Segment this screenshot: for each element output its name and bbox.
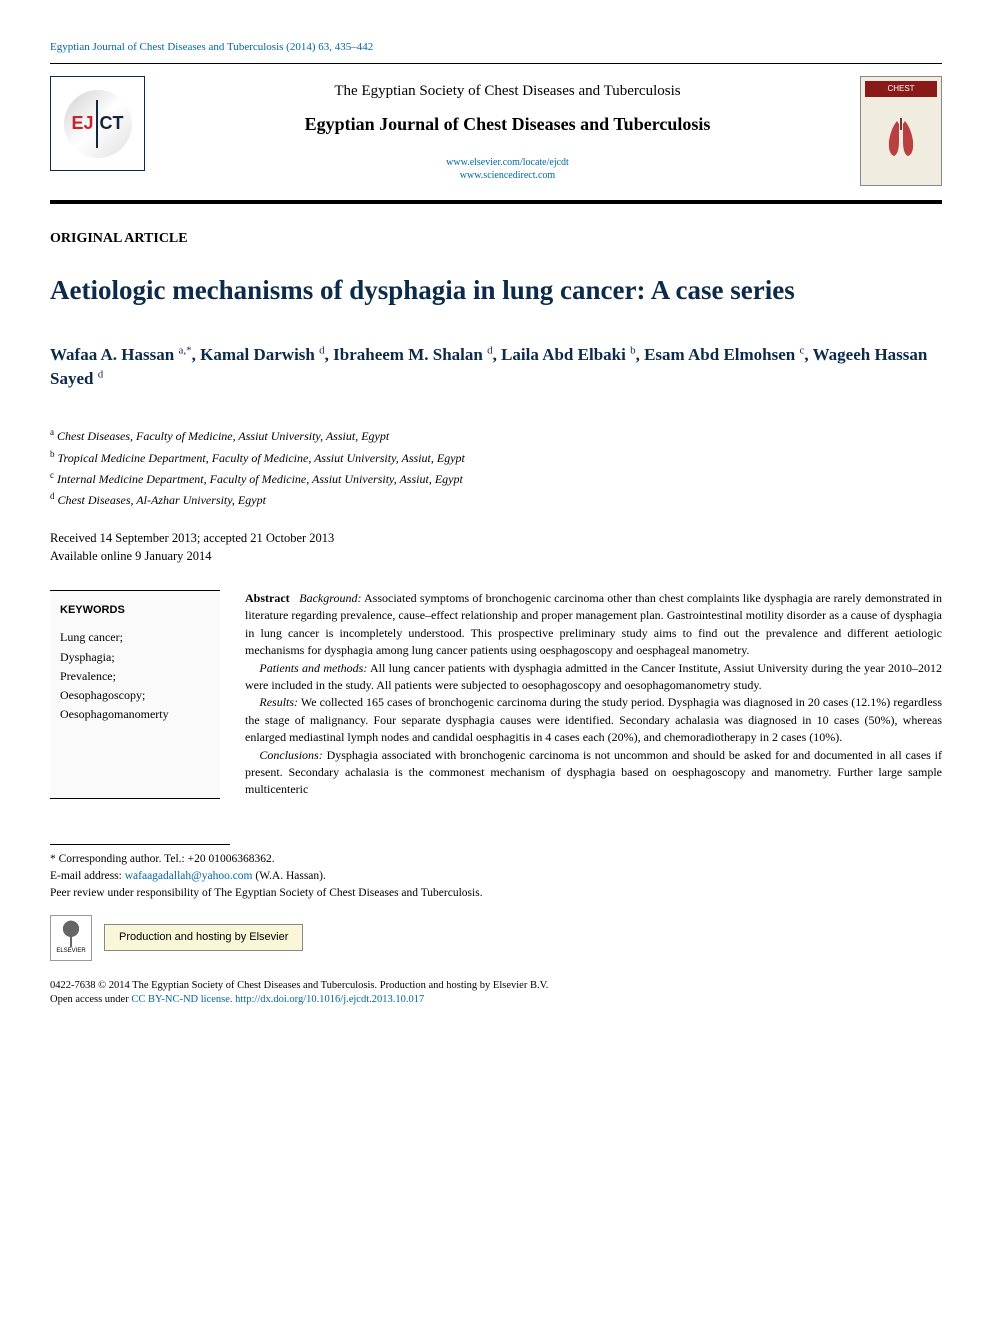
header-center: The Egyptian Society of Chest Diseases a… bbox=[155, 76, 860, 181]
citation-header: Egyptian Journal of Chest Diseases and T… bbox=[50, 40, 942, 55]
corresponding-email-line: E-mail address: wafaagadallah@yahoo.com … bbox=[50, 868, 942, 885]
article-dates: Received 14 September 2013; accepted 21 … bbox=[50, 530, 942, 565]
abstract-background: Abstract Background: Associated symptoms… bbox=[245, 590, 942, 660]
logo-separator bbox=[96, 100, 98, 148]
cover-title: CHEST bbox=[865, 81, 937, 96]
keyword-item: Oesophagomanomerty bbox=[60, 705, 212, 724]
conclusions-text: Dysphagia associated with bronchogenic c… bbox=[245, 748, 942, 797]
footer-rule bbox=[50, 844, 230, 845]
article-title: Aetiologic mechanisms of dysphagia in lu… bbox=[50, 274, 942, 308]
society-name: The Egyptian Society of Chest Diseases a… bbox=[155, 81, 860, 102]
background-label: Background: bbox=[299, 591, 361, 605]
link-locate[interactable]: www.elsevier.com/locate/ejcdt bbox=[155, 156, 860, 169]
elsevier-text: ELSEVIER bbox=[56, 947, 85, 955]
email-link[interactable]: wafaagadallah@yahoo.com bbox=[125, 870, 253, 882]
keyword-item: Lung cancer; bbox=[60, 628, 212, 647]
copyright-text: 0422-7638 © 2014 The Egyptian Society of… bbox=[50, 979, 942, 994]
received-accepted: Received 14 September 2013; accepted 21 … bbox=[50, 530, 942, 548]
journal-title: Egyptian Journal of Chest Diseases and T… bbox=[155, 112, 860, 137]
elsevier-logo: ELSEVIER bbox=[50, 915, 92, 961]
logo-circle: EJ CT bbox=[64, 90, 132, 158]
abstract-results: Results: We collected 165 cases of bronc… bbox=[245, 694, 942, 746]
keywords-list: Lung cancer;Dysphagia;Prevalence;Oesopha… bbox=[60, 628, 212, 724]
doi-link[interactable]: http://dx.doi.org/10.1016/j.ejcdt.2013.1… bbox=[235, 994, 424, 1005]
journal-header: EJ CT The Egyptian Society of Chest Dise… bbox=[50, 66, 942, 196]
thick-rule bbox=[50, 200, 942, 204]
abstract-content: Abstract Background: Associated symptoms… bbox=[245, 590, 942, 799]
copyright: 0422-7638 © 2014 The Egyptian Society of… bbox=[50, 979, 942, 1008]
keyword-item: Prevalence; bbox=[60, 667, 212, 686]
affiliation-item: c Internal Medicine Department, Faculty … bbox=[50, 468, 942, 489]
keywords-box: KEYWORDS Lung cancer;Dysphagia;Prevalenc… bbox=[50, 590, 220, 799]
hosting-box: ELSEVIER Production and hosting by Elsev… bbox=[50, 915, 942, 961]
affiliations: a Chest Diseases, Faculty of Medicine, A… bbox=[50, 425, 942, 510]
keywords-title: KEYWORDS bbox=[60, 603, 212, 618]
journal-logo: EJ CT bbox=[50, 76, 145, 171]
results-text: We collected 165 cases of bronchogenic c… bbox=[245, 695, 942, 744]
keyword-item: Oesophagoscopy; bbox=[60, 686, 212, 705]
article-type: ORIGINAL ARTICLE bbox=[50, 229, 942, 249]
affiliation-item: a Chest Diseases, Faculty of Medicine, A… bbox=[50, 425, 942, 446]
corresponding-author: * Corresponding author. Tel.: +20 010063… bbox=[50, 851, 942, 903]
conclusions-label: Conclusions: bbox=[259, 748, 322, 762]
authors: Wafaa A. Hassan a,*, Kamal Darwish d, Ib… bbox=[50, 343, 942, 391]
open-access-line: Open access under CC BY-NC-ND license. h… bbox=[50, 993, 942, 1008]
link-sciencedirect[interactable]: www.sciencedirect.com bbox=[155, 169, 860, 182]
cover-image bbox=[881, 97, 921, 182]
email-suffix: (W.A. Hassan). bbox=[253, 870, 326, 882]
corresponding-tel: * Corresponding author. Tel.: +20 010063… bbox=[50, 851, 942, 868]
elsevier-tree-icon bbox=[57, 919, 85, 947]
header-links: www.elsevier.com/locate/ejcdt www.scienc… bbox=[155, 156, 860, 182]
keyword-item: Dysphagia; bbox=[60, 648, 212, 667]
patients-label: Patients and methods: bbox=[259, 661, 367, 675]
abstract-conclusions: Conclusions: Dysphagia associated with b… bbox=[245, 747, 942, 799]
available-online: Available online 9 January 2014 bbox=[50, 548, 942, 566]
affiliation-item: d Chest Diseases, Al-Azhar University, E… bbox=[50, 489, 942, 510]
email-label: E-mail address: bbox=[50, 870, 125, 882]
open-access-pre: Open access under bbox=[50, 994, 131, 1005]
results-label: Results: bbox=[259, 695, 298, 709]
abstract-patients: Patients and methods: All lung cancer pa… bbox=[245, 660, 942, 695]
journal-cover: CHEST bbox=[860, 76, 942, 186]
abstract-block: KEYWORDS Lung cancer;Dysphagia;Prevalenc… bbox=[50, 590, 942, 799]
affiliation-item: b Tropical Medicine Department, Faculty … bbox=[50, 447, 942, 468]
peer-review: Peer review under responsibility of The … bbox=[50, 885, 942, 902]
top-rule bbox=[50, 63, 942, 64]
hosting-text: Production and hosting by Elsevier bbox=[104, 924, 303, 951]
license-link[interactable]: CC BY-NC-ND license. bbox=[131, 994, 232, 1005]
abstract-label: Abstract bbox=[245, 591, 290, 605]
logo-ct: CT bbox=[100, 111, 124, 136]
logo-ej: EJ bbox=[71, 111, 93, 136]
lungs-icon bbox=[881, 116, 921, 161]
